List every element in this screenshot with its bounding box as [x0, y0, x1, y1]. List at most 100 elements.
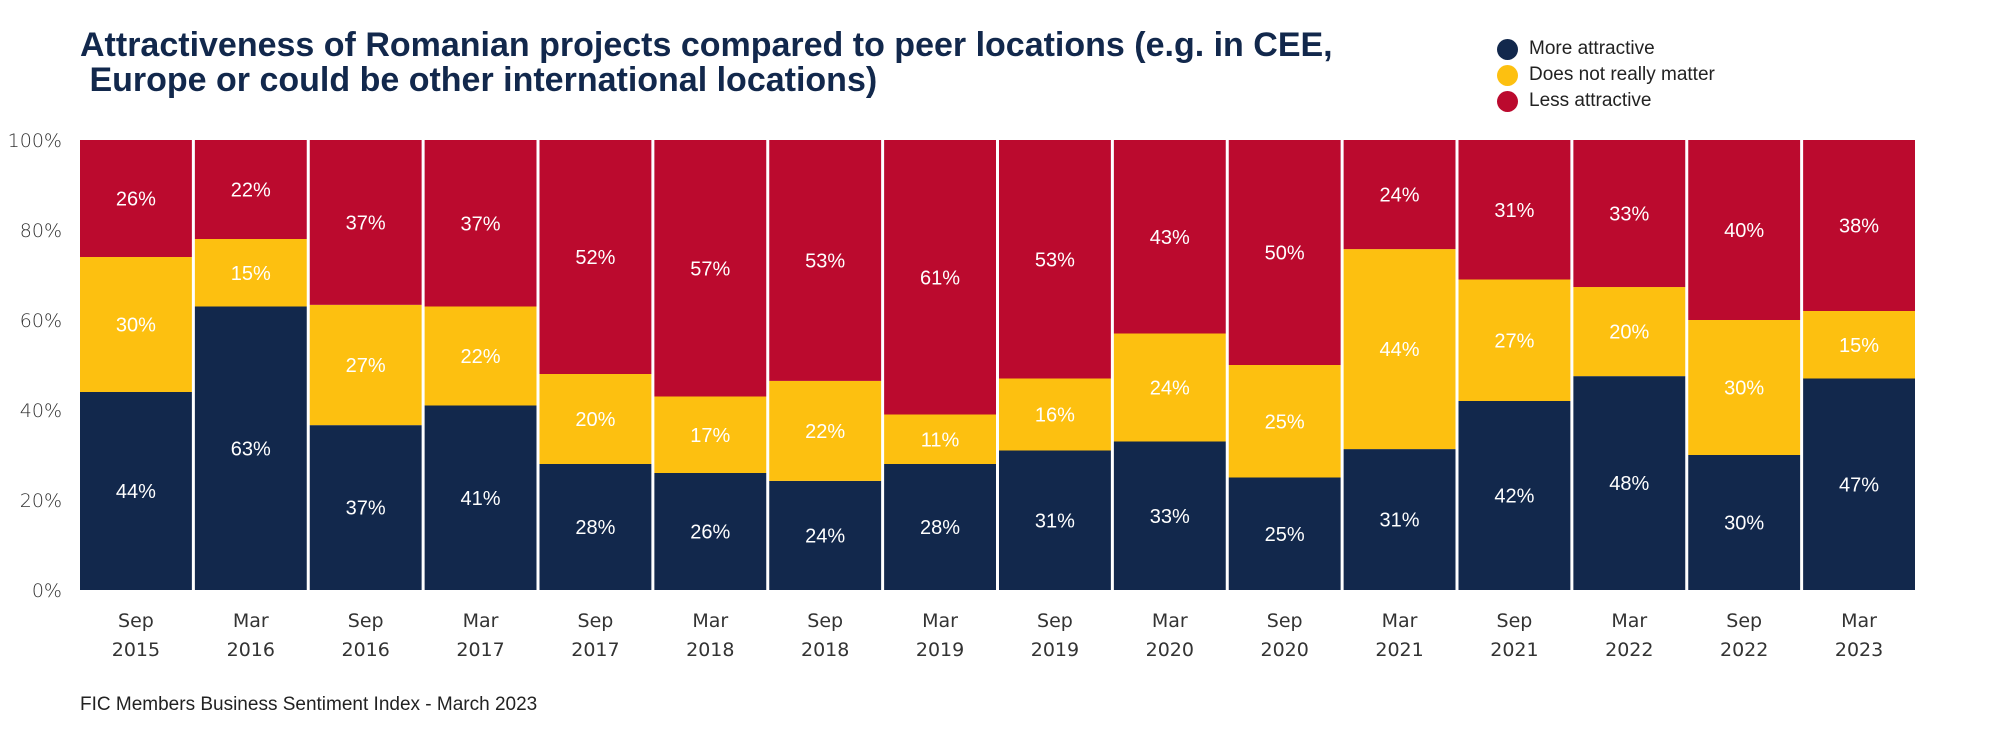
- bar-segment-more-attractive: [424, 405, 537, 590]
- legend-swatch-less-attractive: [1497, 90, 1518, 112]
- bar-stack: 44% 30% 26%: [80, 140, 192, 590]
- bar-segment-more-attractive: [1688, 455, 1801, 590]
- data-label: 26%: [690, 522, 730, 544]
- x-tick-label-month: Mar: [692, 610, 728, 632]
- bars: 44%30%26%63%15%22%37%27%37%41%22%37%28%2…: [80, 140, 1915, 590]
- x-tick-label-month: Mar: [463, 610, 499, 632]
- y-tick-label: 40%: [20, 400, 62, 422]
- data-label: 37%: [461, 213, 501, 235]
- x-tick-label-year: 2023: [1835, 639, 1883, 661]
- x-tick-label-month: Mar: [922, 610, 958, 632]
- data-label: 31%: [1035, 510, 1075, 532]
- x-tick-label-year: 2022: [1720, 639, 1768, 661]
- legend-label: Less attractive: [1529, 90, 1652, 111]
- x-axis: Sep 2015 Mar 2016 Sep 2016 Mar 2017 Sep 2017 Mar 20…: [112, 610, 1883, 661]
- x-tick-label-year: 2016: [342, 639, 390, 661]
- data-label: 31%: [1380, 510, 1420, 532]
- data-label: 31%: [1494, 200, 1534, 222]
- data-label: 52%: [575, 247, 615, 269]
- data-label: 25%: [1265, 524, 1305, 546]
- bar-stack: 24% 22% 53%: [769, 140, 882, 590]
- bar-segment-less-attractive: [1228, 140, 1341, 365]
- bar-segment-less-attractive: [539, 140, 652, 374]
- data-label: 24%: [805, 525, 845, 547]
- data-label: 20%: [1609, 322, 1649, 344]
- bar-segment-less-attractive: [1803, 140, 1915, 311]
- x-tick-label-month: Sep: [1497, 610, 1533, 632]
- bar-segment-does-not-really-matter: [769, 380, 882, 481]
- bar-segment-less-attractive: [1688, 140, 1801, 320]
- x-tick-label-year: 2020: [1146, 639, 1194, 661]
- bar-segment-does-not-really-matter: [80, 257, 192, 392]
- data-label: 11%: [921, 429, 960, 451]
- legend: More attractive Does not really matter L…: [1497, 36, 1715, 114]
- x-tick-label-year: 2017: [456, 639, 504, 661]
- legend-item-less-attractive: Less attractive: [1497, 88, 1715, 114]
- source-footnote: FIC Members Business Sentiment Index - M…: [80, 694, 538, 715]
- x-tick-label-month: Sep: [348, 610, 384, 632]
- x-tick-label-month: Sep: [1726, 610, 1762, 632]
- x-tick-label-month: Mar: [1841, 610, 1877, 632]
- bar-segment-less-attractive: [1343, 140, 1456, 250]
- bar-stack: 28% 20% 52%: [539, 140, 652, 590]
- bar-segment-does-not-really-matter: [999, 378, 1111, 451]
- bar-segment-does-not-really-matter: [539, 374, 652, 464]
- bar-segment-less-attractive: [884, 140, 996, 415]
- bar-segment-does-not-really-matter: [1458, 279, 1571, 401]
- bar-segment-less-attractive: [424, 140, 537, 307]
- data-label: 28%: [575, 517, 615, 539]
- data-label: 43%: [1150, 227, 1190, 249]
- data-label: 53%: [805, 250, 845, 272]
- bar-segment-less-attractive: [999, 140, 1111, 379]
- data-label: 37%: [346, 498, 386, 520]
- bar-segment-more-attractive: [999, 450, 1111, 590]
- x-tick-label-month: Mar: [1382, 610, 1418, 632]
- legend-item-more-attractive: More attractive: [1497, 36, 1715, 62]
- bar-segment-more-attractive: [539, 464, 652, 590]
- y-tick-label: 0%: [32, 580, 62, 602]
- data-label: 53%: [1035, 249, 1075, 271]
- bar-segment-less-attractive: [80, 140, 192, 257]
- data-label: 47%: [1839, 474, 1879, 496]
- y-tick-label: 60%: [20, 310, 62, 332]
- data-label: 26%: [116, 189, 156, 211]
- bar-segment-does-not-really-matter: [1343, 249, 1456, 450]
- bar-segment-does-not-really-matter: [1228, 365, 1341, 478]
- data-label: 28%: [920, 517, 960, 539]
- data-label: 22%: [805, 421, 845, 443]
- data-label: 30%: [1724, 378, 1764, 400]
- x-tick-label-month: Mar: [1611, 610, 1647, 632]
- bar-segment-more-attractive: [884, 464, 996, 590]
- bar-segment-less-attractive: [1113, 140, 1226, 334]
- x-tick-label-month: Sep: [1267, 610, 1303, 632]
- bar-segment-more-attractive: [1228, 477, 1341, 590]
- x-tick-label-year: 2016: [227, 639, 275, 661]
- data-label: 61%: [920, 267, 960, 289]
- bar-segment-does-not-really-matter: [654, 396, 767, 473]
- data-label: 22%: [461, 346, 501, 368]
- bar-segment-does-not-really-matter: [424, 306, 537, 406]
- bar-stack: 30% 30% 40%: [1688, 140, 1801, 590]
- bar-segment-less-attractive: [194, 140, 307, 239]
- bar-stack: 63% 15% 22%: [194, 140, 307, 590]
- chart-title: Attractiveness of Romanian projects comp…: [80, 26, 1333, 99]
- data-label: 40%: [1724, 220, 1764, 242]
- x-tick-label-year: 2015: [112, 639, 160, 661]
- data-label: 41%: [461, 488, 501, 510]
- bar-segment-more-attractive: [654, 473, 767, 590]
- x-tick-label-year: 2022: [1605, 639, 1653, 661]
- bar-segment-less-attractive: [1573, 140, 1686, 288]
- x-tick-label-year: 2017: [571, 639, 619, 661]
- bar-stack: 33% 24% 43%: [1113, 140, 1226, 590]
- bar-segment-does-not-really-matter: [1573, 287, 1686, 377]
- bar-segment-does-not-really-matter: [884, 414, 996, 464]
- data-label: 57%: [690, 258, 730, 280]
- data-label: 20%: [575, 409, 615, 431]
- bar-segment-more-attractive: [309, 425, 422, 590]
- x-tick-label-month: Sep: [118, 610, 154, 632]
- bar-stack: 48% 20% 33%: [1573, 140, 1686, 590]
- bar-segment-less-attractive: [309, 140, 422, 305]
- data-label: 30%: [1724, 513, 1764, 535]
- bar-segment-does-not-really-matter: [1113, 333, 1226, 442]
